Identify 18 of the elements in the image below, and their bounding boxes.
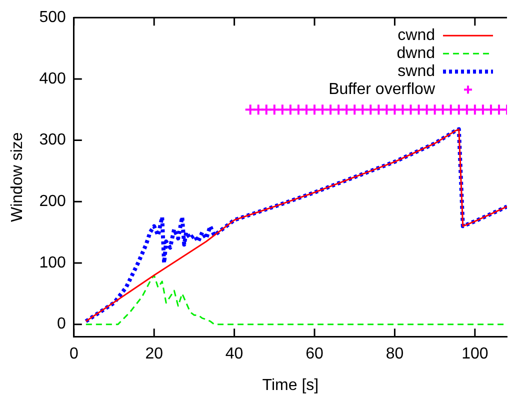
x-tick-label: 60: [306, 346, 324, 363]
y-tick-label: 100: [39, 254, 66, 272]
legend-label: dwnd: [396, 45, 435, 62]
x-tick-label: 80: [386, 346, 404, 363]
legend-label: swnd: [398, 63, 435, 80]
x-tick-label: 20: [145, 346, 164, 363]
legend-label: Buffer overflow: [328, 81, 436, 98]
y-tick-label: 0: [56, 316, 66, 333]
y-tick-label: 400: [39, 70, 66, 88]
y-tick-label: 500: [39, 9, 66, 26]
y-axis-title: Window size: [9, 132, 26, 222]
y-tick-label: 300: [39, 132, 66, 149]
y-tick-label: 200: [39, 193, 66, 210]
x-tick-label: 100: [462, 346, 488, 363]
x-tick-label: 0: [69, 346, 78, 363]
x-tick-label: 40: [225, 346, 244, 363]
legend-label: cwnd: [398, 27, 435, 44]
x-axis-title: Time [s]: [262, 376, 319, 394]
